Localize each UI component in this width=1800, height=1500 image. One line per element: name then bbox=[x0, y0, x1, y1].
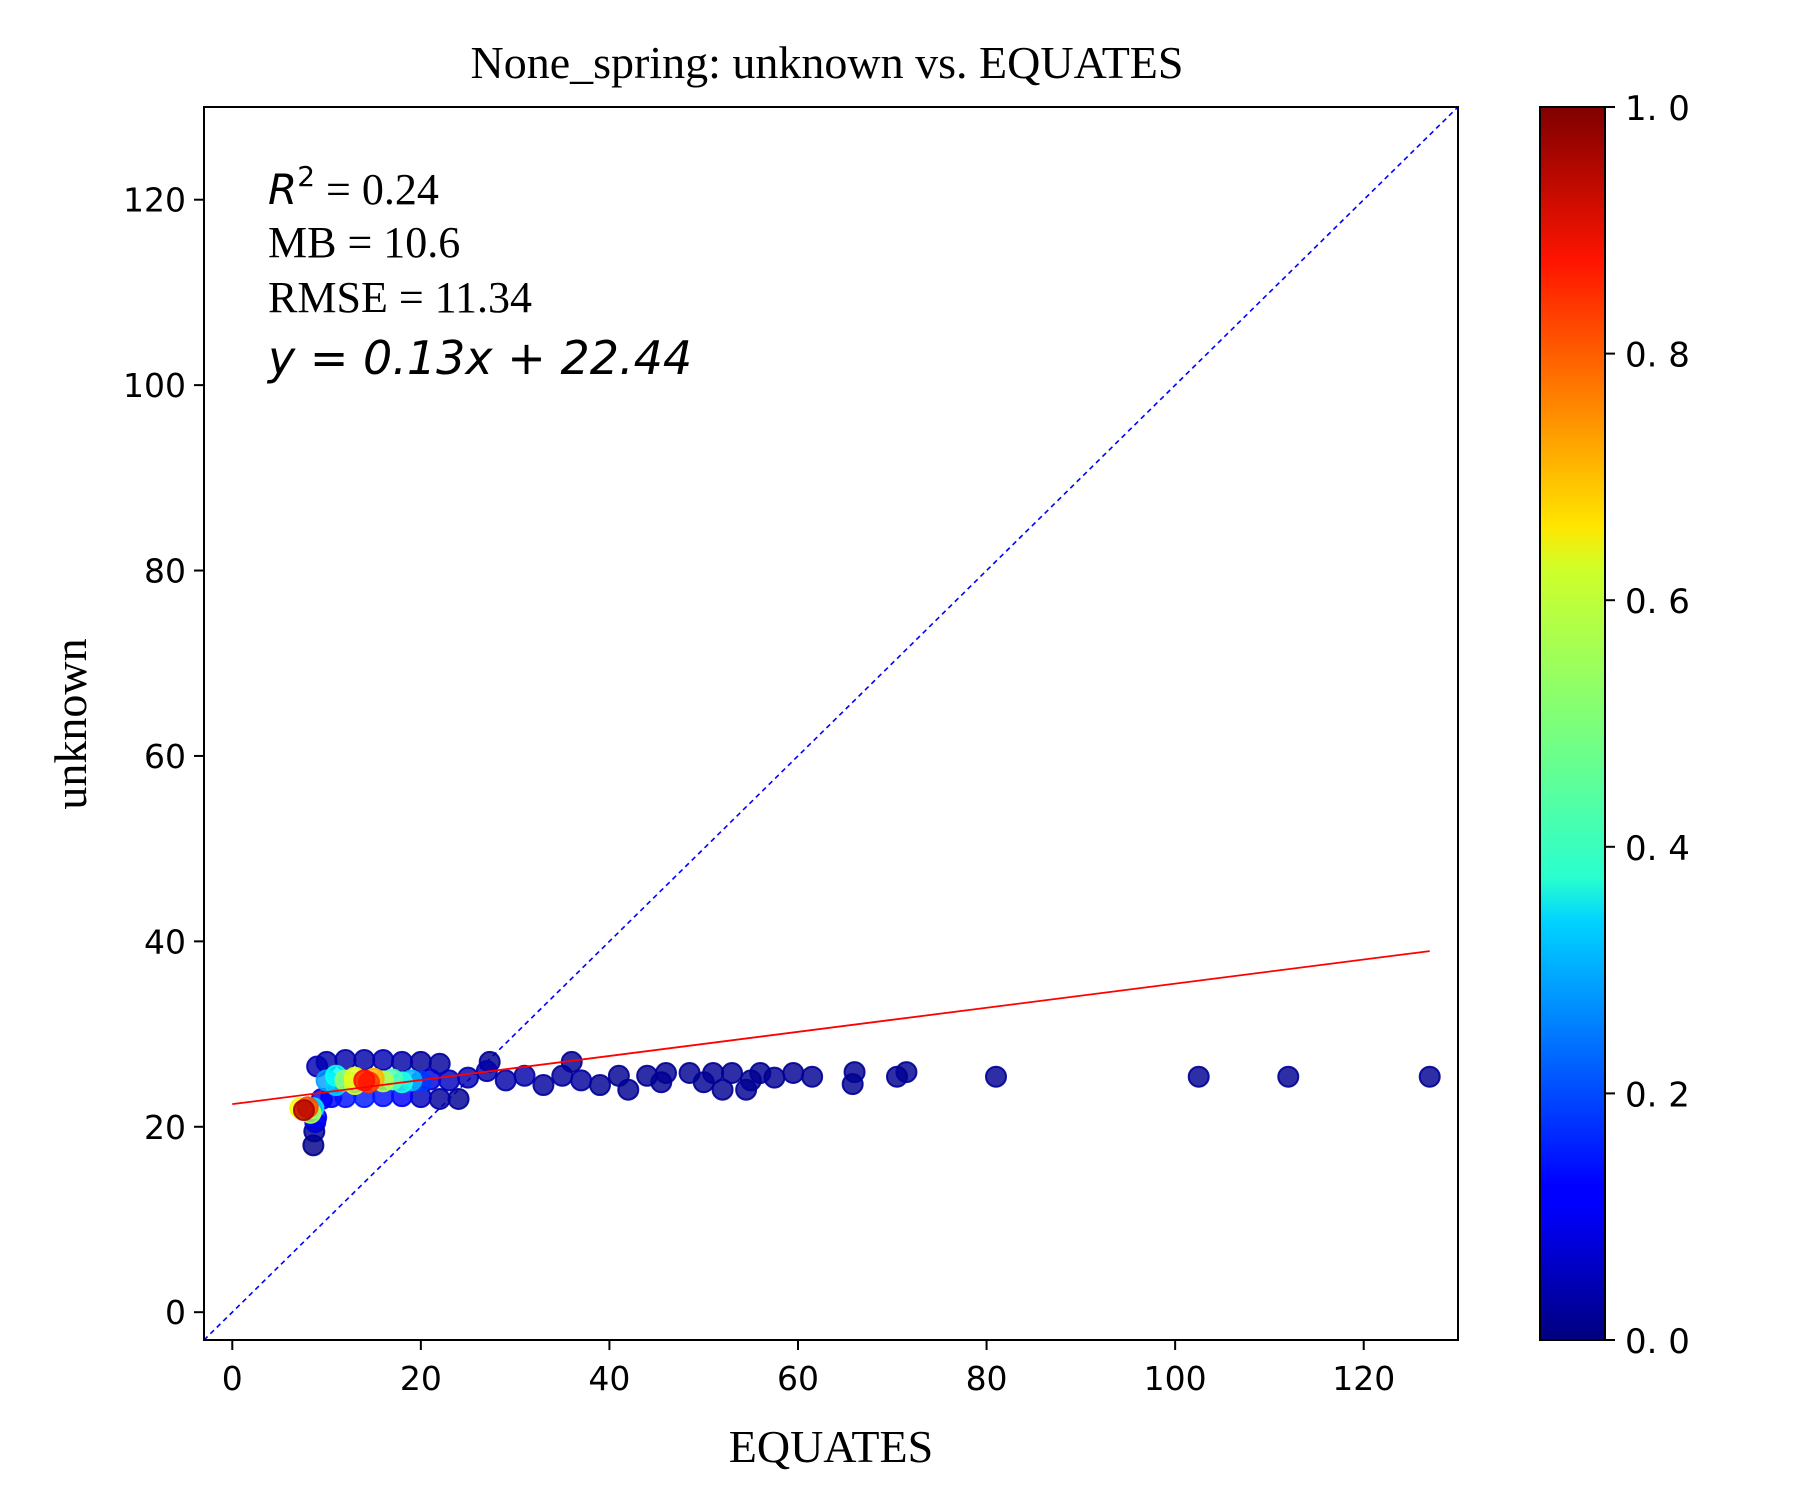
r-squared-value: = 0.24 bbox=[315, 165, 439, 214]
y-axis: 0 20 40 60 80 100 120 bbox=[123, 181, 204, 1332]
stats-annotation: R2 = 0.24 MB = 10.6 RMSE = 11.34 y = 0.1… bbox=[266, 160, 692, 385]
x-tick-label: 20 bbox=[400, 1359, 442, 1398]
plot-frame bbox=[203, 106, 1459, 1341]
r-squared-annotation: R2 = 0.24 bbox=[268, 160, 439, 214]
colorbar-ticks: 0. 0 0. 2 0. 4 0. 6 0. 8 1. 0 bbox=[1605, 89, 1690, 1362]
scatter-point bbox=[292, 1099, 315, 1122]
x-axis: 0 20 40 60 80 100 120 bbox=[222, 1340, 1395, 1398]
colorbar-tick-label: 0. 0 bbox=[1625, 1322, 1690, 1362]
y-axis-label: unknown bbox=[45, 638, 96, 809]
scatter-point bbox=[782, 1062, 805, 1085]
scatter-point bbox=[985, 1065, 1007, 1088]
scatter-point bbox=[372, 1049, 395, 1072]
scatter-point bbox=[1187, 1065, 1210, 1088]
x-tick-label: 100 bbox=[1144, 1359, 1207, 1398]
x-tick-label: 80 bbox=[966, 1359, 1008, 1398]
regression-equation: y = 0.13x + 22.44 bbox=[266, 331, 692, 385]
scatter-point bbox=[895, 1061, 918, 1084]
colorbar-gradient bbox=[1539, 106, 1606, 1341]
y-tick-label: 120 bbox=[123, 181, 186, 220]
colorbar-tick-label: 0. 4 bbox=[1625, 829, 1690, 869]
plot-area bbox=[204, 107, 1458, 1340]
scatter-point bbox=[428, 1087, 451, 1110]
x-tick-label: 0 bbox=[222, 1359, 243, 1398]
scatter-point bbox=[617, 1078, 640, 1101]
colorbar-tick-label: 1. 0 bbox=[1625, 89, 1690, 129]
x-tick-label: 120 bbox=[1332, 1359, 1395, 1398]
scatter-point bbox=[1418, 1065, 1441, 1088]
scatter-point bbox=[843, 1061, 866, 1084]
colorbar: 0. 0 0. 2 0. 4 0. 6 0. 8 1. 0 bbox=[1539, 89, 1690, 1362]
x-tick-label: 60 bbox=[777, 1359, 819, 1398]
scatter-point bbox=[801, 1065, 824, 1088]
rmse-annotation: RMSE = 11.34 bbox=[268, 273, 532, 322]
x-tick-label: 40 bbox=[588, 1359, 630, 1398]
scatter-point bbox=[494, 1069, 517, 1092]
scatter-point bbox=[532, 1074, 555, 1097]
scatter-point bbox=[447, 1087, 470, 1110]
y-tick-label: 100 bbox=[123, 366, 186, 405]
scatter-point bbox=[589, 1074, 611, 1097]
mean-bias-annotation: MB = 10.6 bbox=[268, 218, 460, 267]
x-axis-label: EQUATES bbox=[729, 1421, 933, 1472]
scatter-point bbox=[551, 1064, 574, 1087]
r-squared-exponent: 2 bbox=[297, 160, 315, 193]
colorbar-tick-label: 0. 2 bbox=[1625, 1075, 1690, 1115]
colorbar-tick-label: 0. 8 bbox=[1625, 336, 1690, 376]
y-tick-label: 0 bbox=[165, 1293, 186, 1332]
colorbar-tick-label: 0. 6 bbox=[1625, 582, 1690, 622]
scatter-point bbox=[763, 1066, 786, 1089]
scatter-point bbox=[457, 1066, 479, 1089]
r-squared-symbol: R bbox=[268, 165, 297, 214]
chart-title: None_spring: unknown vs. EQUATES bbox=[471, 37, 1184, 88]
scatter-point bbox=[428, 1052, 451, 1075]
y-tick-label: 20 bbox=[144, 1108, 186, 1147]
scatter-point bbox=[438, 1069, 461, 1092]
scatter-point bbox=[711, 1078, 734, 1101]
scatter-point bbox=[353, 1069, 376, 1092]
scatter-point bbox=[513, 1064, 536, 1087]
y-tick-label: 40 bbox=[144, 922, 186, 961]
scatter-point bbox=[655, 1062, 677, 1085]
y-tick-label: 80 bbox=[144, 552, 186, 591]
regression-line bbox=[232, 950, 1430, 1106]
scatter-point bbox=[721, 1062, 743, 1085]
y-tick-label: 60 bbox=[144, 737, 186, 776]
scatter-point bbox=[570, 1069, 593, 1092]
scatter-point bbox=[1277, 1065, 1300, 1088]
